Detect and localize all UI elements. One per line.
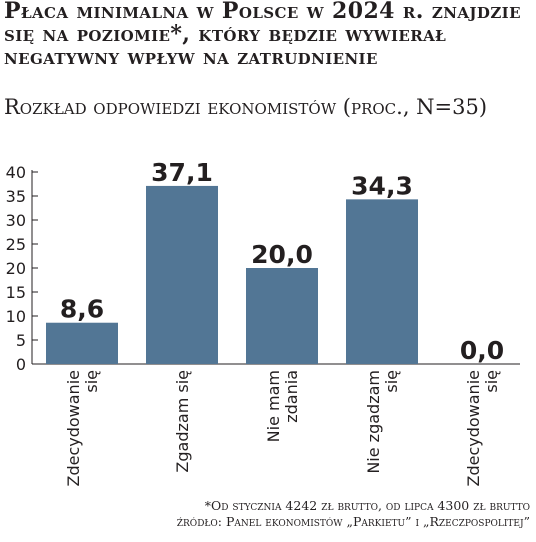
bar <box>46 322 118 364</box>
bar <box>146 185 218 364</box>
y-tick-label: 40 <box>6 163 26 182</box>
bar-chart: 0 5 10 15 20 25 30 35 40 8,6 37,1 20,0 34,3 0,0 Zdec… <box>6 158 520 487</box>
data-label: 34,3 <box>351 171 413 200</box>
y-tick-label: 5 <box>16 331 26 350</box>
category-label: Nie zgadzam się <box>364 370 401 474</box>
y-tick-label: 30 <box>6 211 26 230</box>
chart-subtitle: Rozkład odpowiedzi ekonomistów (proc., N… <box>4 95 488 119</box>
category-label: Zdecydowanie się <box>464 370 501 487</box>
y-tick-label: 25 <box>6 235 26 254</box>
y-tick-label: 10 <box>6 307 26 326</box>
category-label-line: Zdecydowanie <box>64 370 83 487</box>
source-note: źródło: Panel ekonomistów „Parkietu” i „… <box>176 514 530 529</box>
data-label: 0,0 <box>460 336 504 365</box>
footnote-note: *Od stycznia 4242 zł brutto, od lipca 43… <box>204 498 530 513</box>
category-label: Nie mam zdania <box>264 370 301 442</box>
bars: 8,6 37,1 20,0 34,3 0,0 <box>46 158 504 365</box>
x-axis-labels: Zdecydowanie się Zgadzam się Nie mam zdania N… <box>64 370 501 487</box>
category-label: Zdecydowanie się <box>64 370 101 487</box>
bar <box>346 199 418 364</box>
bar <box>246 268 318 364</box>
category-label-line: Zdecydowanie <box>464 370 483 487</box>
category-label-line: zdania <box>282 370 301 423</box>
category-label-line: się <box>482 370 501 393</box>
data-label: 8,6 <box>60 295 104 324</box>
data-label: 37,1 <box>151 158 213 187</box>
category-label-line: się <box>382 370 401 393</box>
y-tick-label: 20 <box>6 259 26 278</box>
data-label: 20,0 <box>251 240 313 269</box>
y-tick-label: 15 <box>6 283 26 302</box>
category-label-line: Zgadzam się <box>173 370 192 473</box>
category-label-line: Nie mam <box>264 370 283 442</box>
footnote: *Od stycznia 4242 zł brutto, od lipca 43… <box>177 498 530 530</box>
category-label: Zgadzam się <box>173 370 192 473</box>
y-tick-label: 0 <box>16 355 26 374</box>
chart-title: Płaca minimalna w Polsce w 2024 r. znajd… <box>4 0 521 70</box>
category-label-line: Nie zgadzam <box>364 370 383 474</box>
y-tick-label: 35 <box>6 187 26 206</box>
category-label-line: się <box>82 370 101 393</box>
